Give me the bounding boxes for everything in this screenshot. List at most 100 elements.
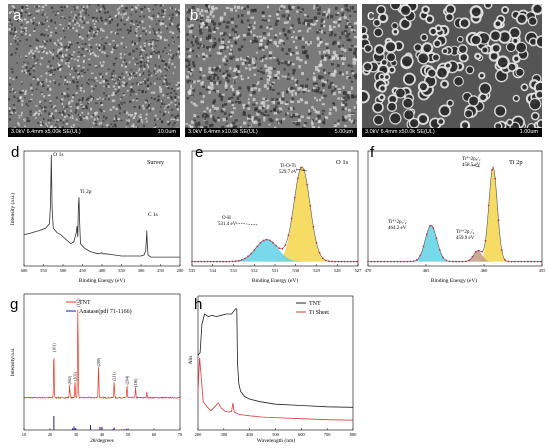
data-point <box>300 166 302 169</box>
x-tick-label: 450 <box>79 268 87 273</box>
x-tick-label: 60 <box>152 432 157 437</box>
x-tick-label: 465 <box>423 268 431 273</box>
data-point <box>497 219 500 222</box>
peak-label-ti2p: Ti 2p <box>80 189 92 195</box>
data-point <box>231 260 234 263</box>
data-point <box>458 260 461 263</box>
sem-info-text: 3.0kV 6.4mm x10.0k SE(UL) <box>188 129 258 135</box>
data-point <box>296 177 299 180</box>
data-point <box>487 204 490 207</box>
data-point <box>432 226 435 229</box>
y-axis-label: Abs <box>188 356 194 365</box>
panel-letter-b: b <box>190 7 199 24</box>
annotation-arrow <box>471 164 481 168</box>
legend-tnt: TNT <box>309 301 321 307</box>
sem-image-b: b 3.0kV 6.4mm x10.0k SE(UL) 5.00um <box>185 4 357 137</box>
survey-title: Survey <box>147 160 164 166</box>
data-point <box>491 169 493 171</box>
data-point <box>272 241 274 244</box>
data-point <box>370 260 373 263</box>
x-tick-label: 500 <box>60 268 68 273</box>
data-point <box>253 249 256 251</box>
data-point <box>216 260 218 263</box>
x-tick-label: 400 <box>246 432 254 437</box>
y-axis-label: Intensity (a.u.) <box>9 193 16 225</box>
data-point <box>346 260 349 263</box>
data-point <box>500 249 503 252</box>
data-point <box>471 255 474 258</box>
x-tick-label: 400 <box>99 268 107 273</box>
data-point <box>278 247 281 250</box>
data-point <box>419 254 422 257</box>
data-point <box>209 260 212 263</box>
annotation-arrow <box>235 222 259 226</box>
tnt-xrd-line <box>23 309 181 400</box>
survey-chart: 600 550 500 450 400 350 300 250 200 Survey O 1s … <box>9 150 184 284</box>
data-point <box>194 260 196 263</box>
data-point <box>380 260 382 263</box>
data-point <box>321 257 324 259</box>
x-tick-label: 527 <box>355 268 362 273</box>
panel-letter-d: d <box>11 144 20 161</box>
data-point <box>513 260 516 263</box>
data-point <box>352 260 355 263</box>
x-tick-label: 10 <box>22 432 27 437</box>
data-point <box>438 249 441 251</box>
data-point <box>275 244 277 247</box>
sem-scale-label: 5.00um <box>334 129 353 135</box>
data-point <box>386 260 389 263</box>
data-point <box>465 260 467 263</box>
data-point <box>265 238 268 241</box>
peak-index-label: (101) <box>51 343 56 352</box>
ti-o-ti-label: Ti-O-Ti <box>280 164 296 169</box>
x-tick-label: 600 <box>21 268 29 273</box>
panel-letter-f: f <box>370 144 375 161</box>
data-point <box>324 259 327 262</box>
data-point <box>240 259 243 261</box>
x-tick-label: 531 <box>272 268 279 273</box>
data-point <box>328 260 330 263</box>
data-point <box>536 260 539 263</box>
data-point <box>399 260 402 263</box>
data-point <box>284 244 287 246</box>
ti-sheet-abs-line <box>197 357 354 421</box>
sem-texture <box>185 4 357 128</box>
x-tick-label: 460 <box>481 268 489 273</box>
y-axis-label: Intensity/a.u. <box>10 347 16 376</box>
data-point <box>393 260 395 263</box>
panel-h: h TNT Ti Sheet 200 300 400 500 600 700 800 Wav… <box>186 290 362 445</box>
panel-d: d 600 550 500 450 400 350 300 250 200 Survey O 1… <box>4 143 185 286</box>
ti4-2p32-energy: 458.5 eV <box>462 163 481 168</box>
data-point <box>406 260 409 263</box>
ti-o-ti-energy: 529.7 eV <box>279 170 298 175</box>
data-point <box>507 260 510 263</box>
data-point <box>517 260 519 263</box>
data-point <box>200 260 203 263</box>
sem-image-c: c 3.0kV 6.4mm x50.0k SE(UL) 1.00um <box>362 4 542 137</box>
data-point <box>448 260 451 263</box>
xrd-chart: TNT Anatase(pdf 71-1166) (101) (002) (103)… <box>10 293 183 444</box>
data-point <box>197 260 200 263</box>
data-point <box>250 252 252 255</box>
data-point <box>504 259 506 261</box>
data-point <box>259 242 262 244</box>
sem-texture <box>362 4 542 128</box>
data-point <box>222 260 224 263</box>
data-point <box>494 177 497 180</box>
x-tick-label: 30 <box>74 432 79 437</box>
x-tick-label: 530 <box>292 268 300 273</box>
data-point <box>331 260 333 263</box>
tnt-abs-line <box>197 308 354 408</box>
x-tick-label: 200 <box>195 432 203 437</box>
peak-fill <box>192 239 358 262</box>
survey-line <box>23 154 180 258</box>
panel-letter-e: e <box>195 144 204 161</box>
peak-index-label: (116) <box>133 378 138 387</box>
data-point <box>234 260 237 263</box>
x-tick-label: 300 <box>138 268 146 273</box>
ti2p-chart: 470 465 460 455 Ti 2p Ti⁴⁺2p₃/₂ 458.5 eV Ti… <box>365 150 546 284</box>
x-tick-label: 500 <box>272 432 280 437</box>
ti2p-title: Ti 2p <box>509 159 523 166</box>
panel-letter-a: a <box>13 7 22 24</box>
data-point <box>191 260 193 263</box>
